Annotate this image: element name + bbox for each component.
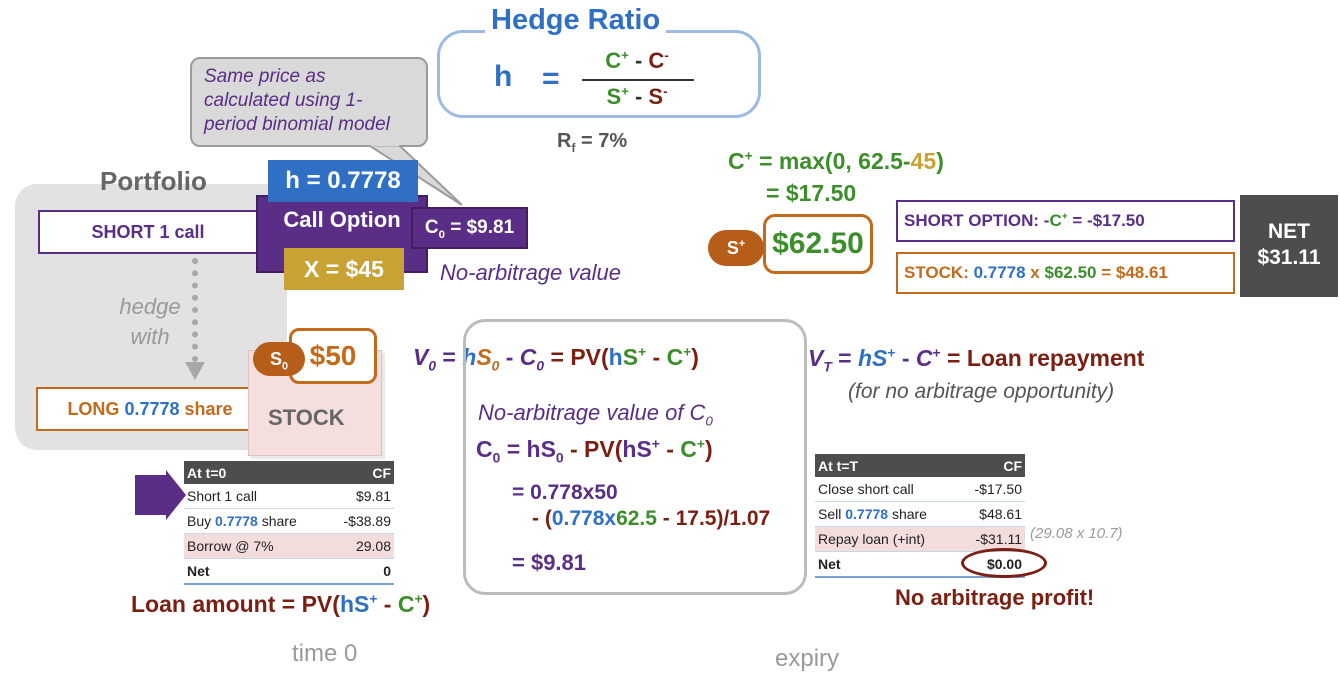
hedge-dotted-line bbox=[192, 258, 198, 362]
net-label: NET bbox=[1268, 220, 1310, 243]
cash-flow-table-t0: At t=0 CF Short 1 call $9.81 Buy 0.7778 sh… bbox=[184, 461, 394, 585]
fraction-line bbox=[582, 79, 694, 81]
calc-formula: C0 = hS0 - PV(hS+ - C+) bbox=[476, 436, 713, 466]
s0-tag: S0 bbox=[253, 342, 305, 376]
c-plus-formula: C+ = max(0, 62.5-45) bbox=[728, 148, 944, 174]
table-row: Buy 0.7778 share -$38.89 bbox=[184, 508, 394, 534]
long-share-box: LONG 0.7778 share bbox=[36, 387, 264, 431]
calc-result: = $9.81 bbox=[512, 550, 587, 575]
short-option-row: SHORT OPTION: -C+ = -$17.50 bbox=[896, 200, 1235, 242]
table-row: Close short call -$17.50 bbox=[815, 477, 1025, 502]
no-arbitrage-profit: No arbitrage profit! bbox=[895, 585, 1095, 610]
expiry-label: expiry bbox=[775, 645, 840, 672]
hedge-ratio-denominator: S+ - S- bbox=[606, 83, 668, 109]
vt-note: (for no arbitrage opportunity) bbox=[848, 380, 1115, 403]
c-plus-value: = $17.50 bbox=[766, 180, 857, 206]
stock-label: STOCK bbox=[268, 405, 345, 430]
arrow-icon bbox=[135, 475, 168, 515]
hedge-ratio-symbol: h bbox=[494, 60, 513, 93]
table-header: CF bbox=[958, 454, 1025, 477]
v0-formula: V0 = hS0 - C0 = PV(hS+ - C+) bbox=[413, 344, 699, 374]
calculation-box bbox=[463, 319, 807, 595]
strike-price-box: X = $45 bbox=[284, 248, 404, 290]
calc-step-2: - (0.778x62.5 - 17.5)/1.07 bbox=[532, 507, 771, 530]
table-row: Borrow @ 7% 29.08 bbox=[184, 533, 394, 559]
call-value-box: C0 = $9.81 bbox=[411, 207, 528, 249]
net-value-box: NET $31.11 bbox=[1240, 195, 1338, 297]
hedge-ratio-numerator: C+ - C- bbox=[605, 47, 669, 73]
table-row: Sell 0.7778 share $48.61 bbox=[815, 501, 1025, 527]
calc-step-1: = 0.778x50 bbox=[512, 481, 618, 504]
hedge-ratio-equals: = bbox=[542, 62, 560, 95]
time-0-label: time 0 bbox=[292, 640, 358, 667]
calc-heading: No-arbitrage value of C0 bbox=[478, 400, 713, 429]
vt-formula: VT = hS+ - C+ = Loan repayment bbox=[808, 345, 1145, 375]
loan-amount-formula: Loan amount = PV(hS+ - C+) bbox=[131, 591, 431, 617]
stock-price-up: $62.50 bbox=[763, 214, 873, 274]
stock-value-row: STOCK: 0.7778 x $62.50 = $48.61 bbox=[896, 252, 1235, 294]
hedge-with-label: hedge with bbox=[119, 294, 181, 349]
table-header: CF bbox=[327, 461, 394, 484]
table-header: At t=0 bbox=[184, 461, 328, 484]
hedge-ratio-title: Hedge Ratio bbox=[485, 4, 667, 37]
table-header: At t=T bbox=[815, 454, 959, 477]
highlight-oval bbox=[961, 548, 1047, 578]
portfolio-title: Portfolio bbox=[100, 166, 207, 196]
hedge-arrow-icon bbox=[185, 362, 205, 380]
risk-free-rate: Rf = 7% bbox=[557, 130, 628, 155]
arrow-head-icon bbox=[166, 470, 186, 520]
s-plus-tag: S+ bbox=[708, 230, 764, 266]
table-row: Net 0 bbox=[184, 558, 394, 585]
callout-note: Same price as calculated using 1-period … bbox=[190, 57, 428, 147]
no-arbitrage-label: No-arbitrage value bbox=[440, 260, 621, 285]
hedge-ratio-value-box: h = 0.7778 bbox=[268, 160, 418, 202]
table-row: Short 1 call $9.81 bbox=[184, 484, 394, 509]
repay-note: (29.08 x 10.7) bbox=[1030, 525, 1123, 542]
net-value: $31.11 bbox=[1257, 246, 1321, 269]
short-call-box: SHORT 1 call bbox=[38, 210, 258, 254]
